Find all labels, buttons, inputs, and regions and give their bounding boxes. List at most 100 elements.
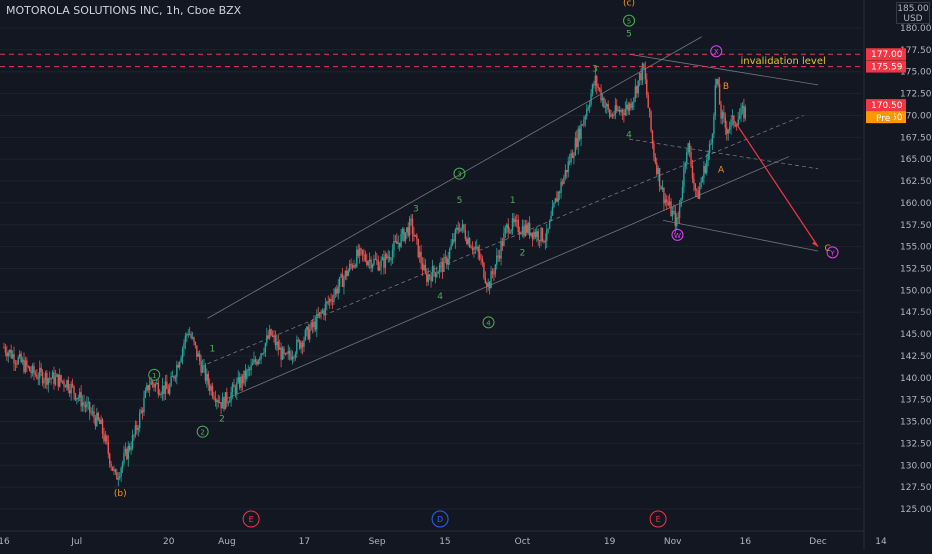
- candle-body: [263, 352, 265, 354]
- candle-body: [570, 152, 572, 163]
- wave-circle: [482, 316, 495, 329]
- currency-selector[interactable]: 185.00 USD: [896, 2, 930, 24]
- candle-body: [316, 314, 318, 330]
- candle-body: [348, 263, 351, 271]
- candle-body: [691, 165, 694, 179]
- candle-body: [737, 119, 739, 126]
- candle-body: [138, 413, 141, 429]
- last-price-label: 170.50: [871, 101, 903, 111]
- candle-body: [456, 227, 458, 230]
- candle-body: [554, 198, 557, 204]
- candle-body: [126, 448, 128, 460]
- candle-body: [54, 376, 57, 385]
- candle-body: [41, 371, 44, 384]
- candle-body: [463, 224, 465, 231]
- candle-body: [256, 361, 258, 365]
- candle-body: [377, 260, 379, 271]
- x-tick-label: Dec: [809, 537, 826, 547]
- candle-body: [254, 359, 257, 362]
- candle-body: [577, 128, 579, 148]
- candle-body: [341, 274, 344, 287]
- candle-body: [206, 373, 208, 381]
- candle-body: [707, 152, 709, 161]
- candle-body: [626, 104, 628, 110]
- candle-body: [683, 167, 685, 188]
- x-tick-label: Sep: [369, 537, 386, 547]
- candle-body: [473, 247, 475, 251]
- candle-body: [230, 392, 232, 402]
- candle-body: [596, 75, 598, 87]
- candle-body: [133, 435, 135, 437]
- candle-body: [267, 335, 269, 339]
- candle-body: [464, 230, 467, 240]
- candle-body: [184, 335, 187, 344]
- candle-body: [266, 335, 268, 344]
- candle-body: [546, 229, 548, 241]
- candle-body: [568, 161, 571, 163]
- candle-body: [358, 248, 361, 256]
- candle-body: [548, 220, 551, 229]
- candle-body: [253, 359, 255, 364]
- candle-body: [451, 239, 454, 245]
- candle-body: [320, 312, 322, 314]
- candle-body: [166, 381, 168, 389]
- candle-body: [150, 381, 152, 385]
- candle-body: [378, 267, 381, 271]
- candle-body: [301, 342, 304, 348]
- candle-body: [710, 143, 712, 145]
- y-tick-label: 130.00: [900, 461, 932, 471]
- candle-body: [581, 124, 584, 126]
- candle-body: [33, 365, 35, 374]
- candle-body: [608, 109, 611, 117]
- y-tick-label: 147.50: [900, 308, 932, 318]
- candle-body: [491, 271, 494, 274]
- candle-body: [598, 88, 601, 90]
- candle-body: [47, 378, 49, 385]
- candle-body: [631, 102, 634, 108]
- wave-label: W: [674, 232, 681, 240]
- candle-body: [517, 219, 519, 232]
- wave-label: 4: [486, 319, 491, 327]
- candle-body: [734, 125, 737, 127]
- candle-body: [357, 249, 359, 256]
- candle-body: [617, 110, 619, 112]
- candle-body: [563, 176, 565, 184]
- candle-body: [148, 384, 151, 391]
- candle-body: [343, 277, 345, 287]
- candle-body: [216, 400, 218, 402]
- candle-body: [226, 392, 228, 403]
- candle-body: [240, 376, 242, 388]
- candle-body: [107, 442, 109, 454]
- candle-body: [590, 93, 592, 105]
- candle-body: [398, 242, 401, 247]
- candle-body: [616, 105, 618, 111]
- y-tick-label: 170.00: [900, 111, 932, 121]
- wave-circle: [148, 368, 161, 381]
- candle-body: [403, 228, 405, 242]
- candle-body: [550, 215, 552, 221]
- candle-body: [260, 353, 262, 359]
- channel-upper: [207, 36, 702, 319]
- wave-label: 3: [592, 65, 598, 75]
- candle-body: [250, 365, 252, 370]
- candle-body: [327, 301, 329, 303]
- candle-body: [524, 224, 527, 236]
- candle-body: [353, 265, 355, 268]
- y-tick-label: 155.00: [900, 243, 932, 253]
- wave-label: 2: [219, 415, 225, 425]
- candle-body: [14, 363, 17, 365]
- candle-body: [63, 381, 65, 386]
- candle-body: [277, 341, 279, 350]
- candle-body: [450, 244, 452, 250]
- candle-body: [221, 397, 224, 409]
- candle-body: [678, 206, 681, 219]
- candle-body: [567, 161, 569, 173]
- candle-body: [27, 366, 29, 368]
- candle-body: [693, 178, 695, 184]
- candle-body: [123, 453, 125, 463]
- candle-body: [657, 168, 659, 174]
- x-tick-label: 15: [439, 537, 450, 547]
- wave-label: (c): [623, 0, 635, 8]
